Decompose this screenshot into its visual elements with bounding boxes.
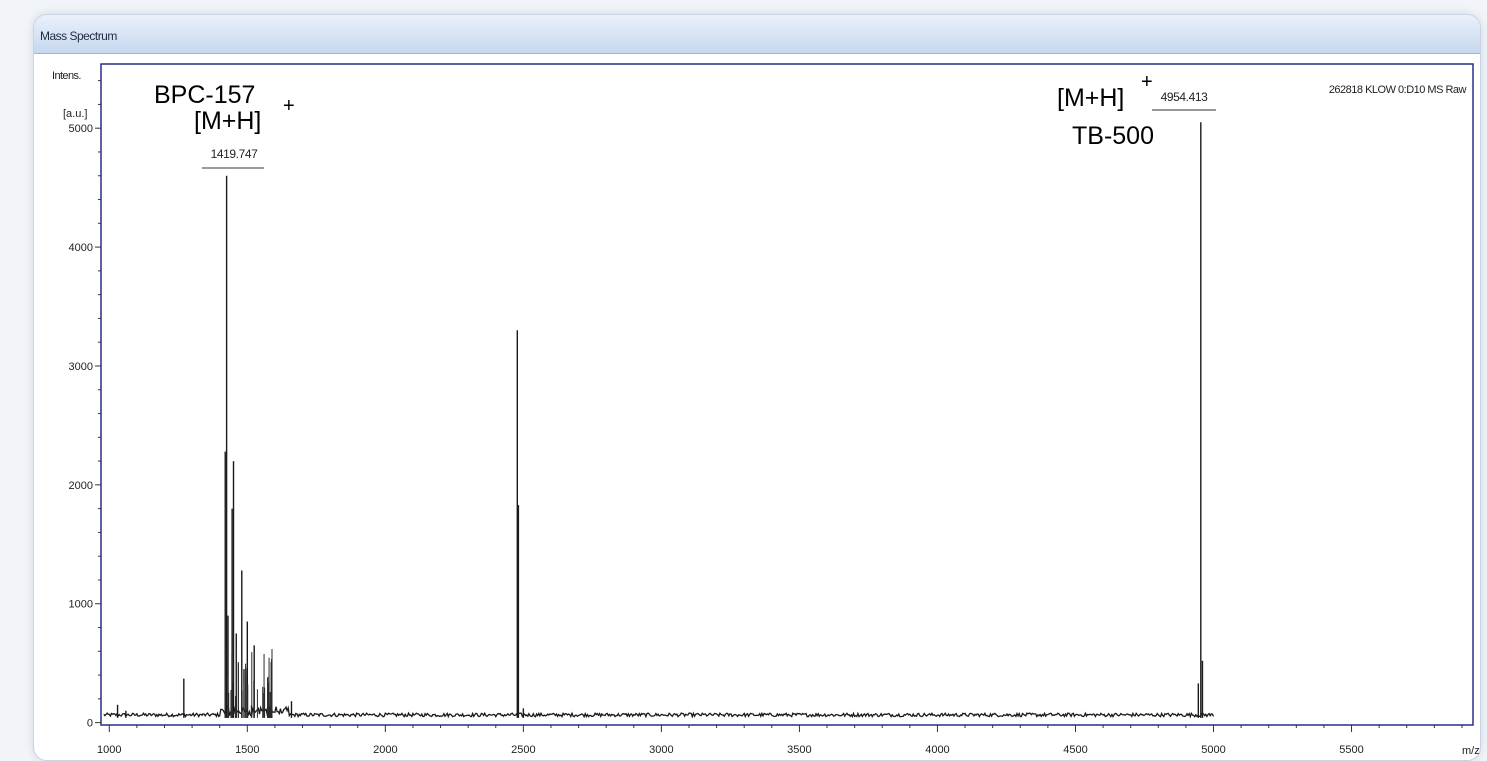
spectrum-label: 262818 KLOW 0:D10 MS Raw [1329, 84, 1467, 96]
annotation-tb500-name: TB-500 [1072, 122, 1154, 150]
y-axis: 0 1000 2000 3000 4000 5000 [69, 80, 101, 730]
y-tick-label: 3000 [69, 361, 93, 373]
spectrum-baseline [103, 705, 1215, 719]
x-axis: 1000 1500 2000 2500 3000 3500 4000 4500 5000 5500 [97, 725, 1463, 756]
window-title: Mass Spectrum [40, 29, 117, 43]
x-tick-label: 3000 [649, 744, 673, 756]
y-axis-label-line1: Intens. [52, 70, 81, 82]
annotation-tb500-charge: + [1141, 71, 1153, 93]
y-tick-label: 1000 [69, 599, 93, 611]
y-tick-label: 2000 [69, 480, 93, 492]
mass-spectrum-window: Mass Spectrum [33, 14, 1481, 761]
x-tick-label: 2500 [511, 744, 535, 756]
y-tick-label: 5000 [69, 123, 93, 135]
x-tick-label: 3500 [787, 744, 811, 756]
x-tick-label: 5500 [1339, 744, 1363, 756]
spectrum-trace-group [103, 122, 1215, 719]
annotation-bpc157-name: BPC-157 [154, 81, 255, 109]
x-axis-label: m/z [1462, 745, 1480, 757]
annotation-bpc157-charge: + [283, 95, 295, 117]
x-tick-label: 5000 [1201, 744, 1225, 756]
y-axis-label-line2: [a.u.] [63, 108, 87, 120]
x-tick-label: 1000 [97, 744, 121, 756]
annotation-tb500-ion: [M+H] [1057, 84, 1124, 112]
x-tick-label: 1500 [235, 744, 259, 756]
x-tick-label: 4000 [925, 744, 949, 756]
annotation-bpc157-ion: [M+H] [194, 107, 261, 135]
x-tick-label: 2000 [373, 744, 397, 756]
window-titlebar: Mass Spectrum [34, 15, 1480, 54]
y-tick-label: 4000 [69, 242, 93, 254]
y-tick-label: 0 [87, 718, 93, 730]
plot-frame [100, 63, 1474, 726]
x-tick-label: 4500 [1063, 744, 1087, 756]
peak-label-tb500: 4954.413 [1161, 90, 1209, 104]
peak-label-bpc157: 1419.747 [211, 147, 259, 161]
